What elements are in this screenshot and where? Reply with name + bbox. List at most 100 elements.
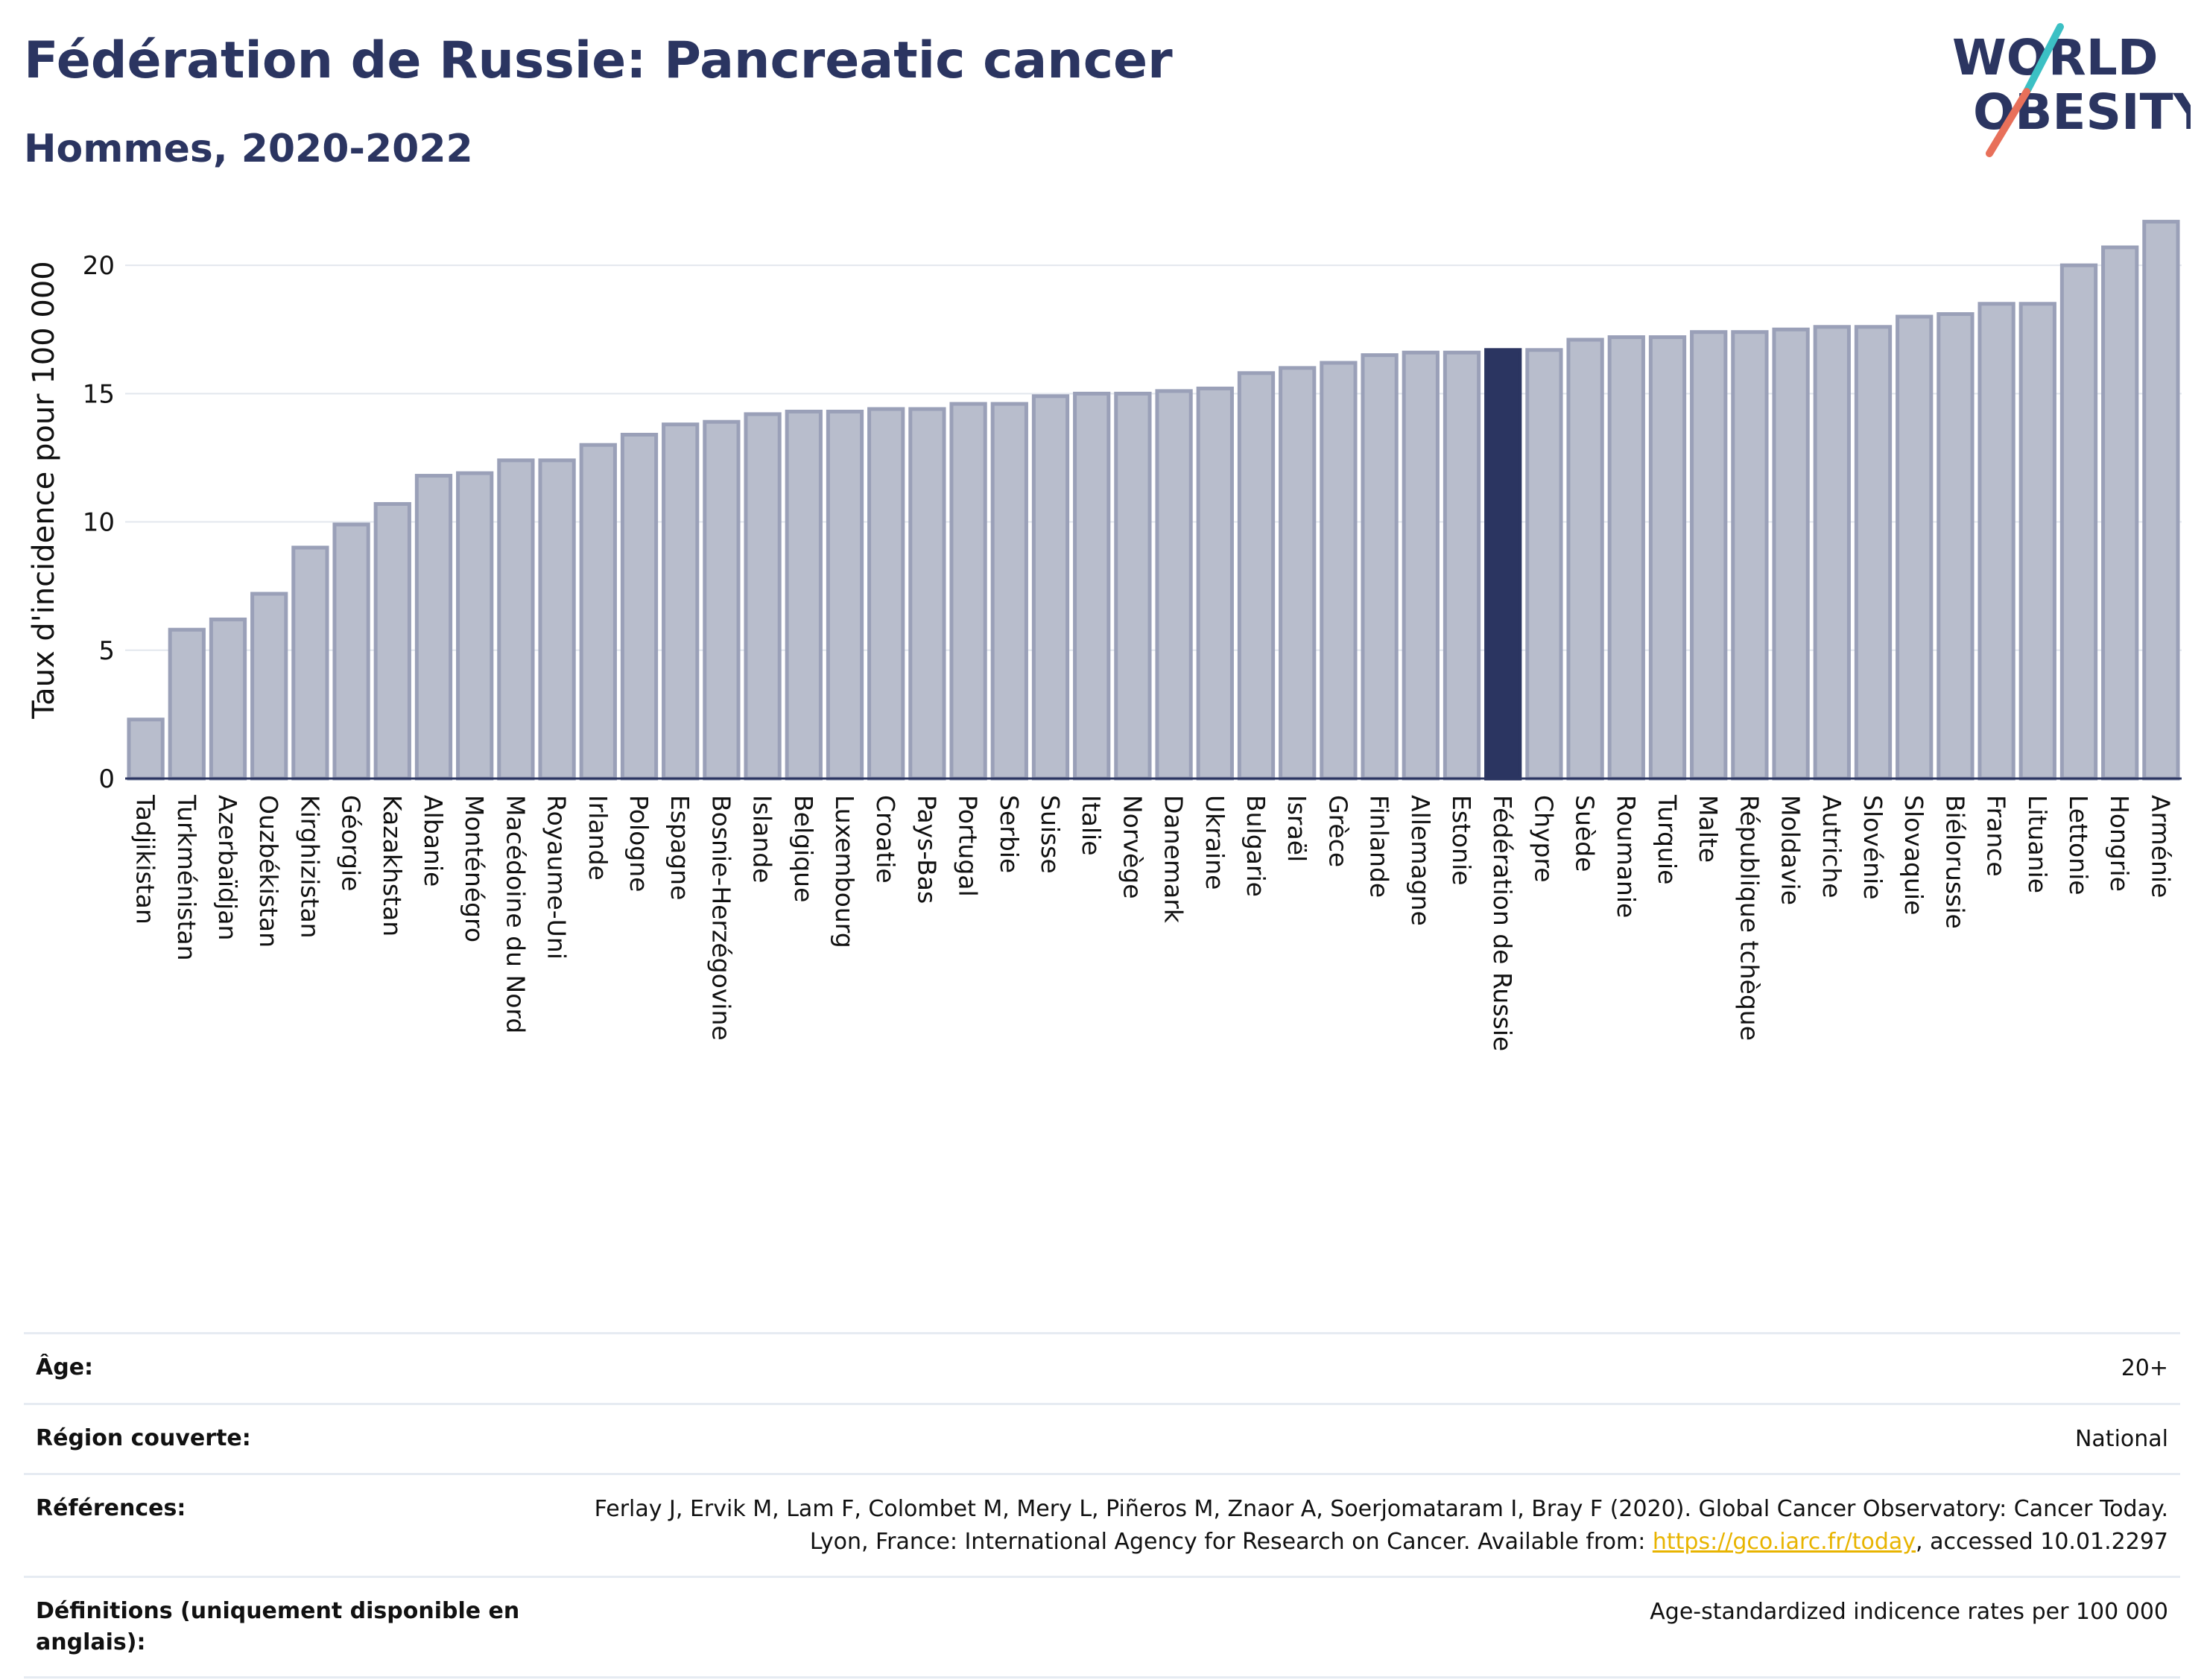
bar[interactable] — [785, 409, 823, 781]
bar[interactable] — [826, 409, 864, 781]
bar-highlighted[interactable] — [1484, 348, 1522, 781]
bar[interactable] — [620, 432, 659, 781]
x-tick-label: Fédération de Russie — [1488, 795, 1517, 1051]
bar[interactable] — [1155, 389, 1193, 781]
y-tick-label: 15 — [83, 379, 115, 409]
y-tick-label: 20 — [83, 251, 115, 281]
logo-slash-bottom — [1986, 88, 2030, 157]
x-tick-label: Turkménistan — [172, 794, 201, 961]
bar[interactable] — [1237, 371, 1276, 781]
x-tick-label: Slovénie — [1858, 795, 1887, 900]
bar[interactable] — [1525, 348, 1563, 781]
bar[interactable] — [1772, 327, 1810, 781]
x-tick-label: Tadjikistan — [131, 794, 160, 925]
bar[interactable] — [1443, 350, 1481, 781]
x-tick-label: Islande — [748, 795, 777, 883]
x-tick-label: Estonie — [1447, 795, 1476, 886]
bar[interactable] — [538, 458, 576, 781]
x-tick-label: Géorgie — [337, 795, 366, 891]
references-text: Ferlay J, Ervik M, Lam F, Colombet M, Me… — [594, 1496, 2168, 1555]
page-subtitle: Hommes, 2020-2022 — [24, 127, 473, 171]
references-link[interactable]: https://gco.iarc.fr/today — [1652, 1528, 1916, 1555]
bar[interactable] — [127, 717, 165, 781]
x-tick-label: Arménie — [2146, 795, 2175, 898]
x-tick-label: Turquie — [1653, 794, 1682, 884]
bar[interactable] — [1690, 330, 1728, 781]
bar[interactable] — [908, 407, 946, 781]
bar[interactable] — [1854, 325, 1893, 781]
bar[interactable] — [414, 474, 453, 781]
bar[interactable] — [1896, 314, 1934, 781]
x-tick-label: Chypre — [1529, 795, 1558, 883]
x-tick-label: Belgique — [789, 795, 818, 902]
x-tick-label: Macédoine du Nord — [501, 795, 530, 1033]
bar[interactable] — [1731, 330, 1769, 781]
x-tick-label: Bulgarie — [1241, 795, 1270, 897]
bar[interactable] — [209, 617, 247, 781]
bar[interactable] — [1073, 391, 1111, 781]
x-axis-labels: Tadjikistan Turkménistan Azerbaïdjan Ouzbék… — [131, 794, 2176, 1051]
references-value: Ferlay J, Ervik M, Lam F, Colombet M, Me… — [566, 1493, 2168, 1558]
bar[interactable] — [744, 412, 782, 781]
bar[interactable] — [1566, 337, 1604, 781]
bar[interactable] — [2018, 302, 2056, 781]
bar[interactable] — [949, 402, 987, 781]
bar[interactable] — [1813, 325, 1851, 781]
bar[interactable] — [1937, 312, 1975, 781]
info-row-definitions: Définitions (uniquement disponible en an… — [24, 1576, 2180, 1679]
bar[interactable] — [867, 407, 905, 781]
age-value: 20+ — [2121, 1355, 2168, 1381]
x-tick-label: Bosnie-Herzégovine — [706, 795, 735, 1041]
bar[interactable] — [1977, 302, 2015, 781]
info-row-age: Âge: 20+ — [24, 1332, 2180, 1403]
x-tick-label: Monténégro — [460, 795, 489, 942]
bar[interactable] — [2101, 245, 2139, 781]
x-tick-label: Luxembourg — [830, 795, 859, 948]
references-suffix: , accessed 10.01.2297 — [1916, 1528, 2168, 1555]
bar[interactable] — [1114, 391, 1152, 781]
bar[interactable] — [2142, 220, 2180, 781]
x-tick-label: Pologne — [624, 795, 653, 892]
definitions-value: Age-standardized indicence rates per 100… — [1650, 1599, 2168, 1625]
bar[interactable] — [2059, 263, 2098, 781]
bar[interactable] — [497, 458, 535, 781]
x-tick-label: France — [1982, 795, 2011, 877]
bar[interactable] — [168, 627, 206, 781]
bar[interactable] — [456, 471, 494, 781]
bar[interactable] — [332, 522, 370, 781]
info-table: Âge: 20+ Région couverte: National Référ… — [24, 1332, 2180, 1679]
x-tick-label: Royaume-Uni — [542, 795, 571, 960]
bar[interactable] — [1320, 361, 1358, 781]
y-axis-label: Taux d'incidence pour 100 000 — [27, 261, 61, 719]
region-value: National — [2074, 1425, 2168, 1452]
bar[interactable] — [250, 592, 288, 781]
bar[interactable] — [1402, 350, 1440, 781]
bar[interactable] — [990, 402, 1028, 781]
x-tick-label: Biélorussie — [1940, 795, 1969, 929]
bar[interactable] — [662, 422, 700, 781]
x-tick-label: Kazakhstan — [378, 795, 407, 936]
bar[interactable] — [291, 545, 329, 781]
bar[interactable] — [579, 443, 617, 781]
bar[interactable] — [1196, 386, 1234, 781]
x-tick-label: Espagne — [665, 795, 694, 900]
x-tick-label: Portugal — [954, 795, 983, 897]
x-tick-label: Allemagne — [1406, 795, 1435, 926]
bar[interactable] — [373, 501, 411, 781]
x-tick-label: Finlande — [1365, 795, 1394, 898]
x-tick-label: Roumanie — [1612, 795, 1641, 918]
bar[interactable] — [1279, 366, 1317, 781]
bar[interactable] — [1031, 394, 1070, 781]
age-label: Âge: — [36, 1354, 94, 1381]
x-tick-label: Slovaquie — [1899, 795, 1928, 915]
bar[interactable] — [1648, 335, 1687, 781]
x-tick-label: Croatie — [871, 795, 900, 884]
info-row-references: Références: Ferlay J, Ervik M, Lam F, Co… — [24, 1473, 2180, 1576]
bar[interactable] — [1361, 353, 1399, 781]
bar[interactable] — [1607, 335, 1645, 781]
y-tick-label: 0 — [98, 764, 115, 794]
bar[interactable] — [703, 419, 741, 781]
y-tick-label: 10 — [83, 508, 115, 538]
y-tick-label: 5 — [98, 636, 115, 666]
x-tick-label: Ukraine — [1200, 795, 1229, 890]
